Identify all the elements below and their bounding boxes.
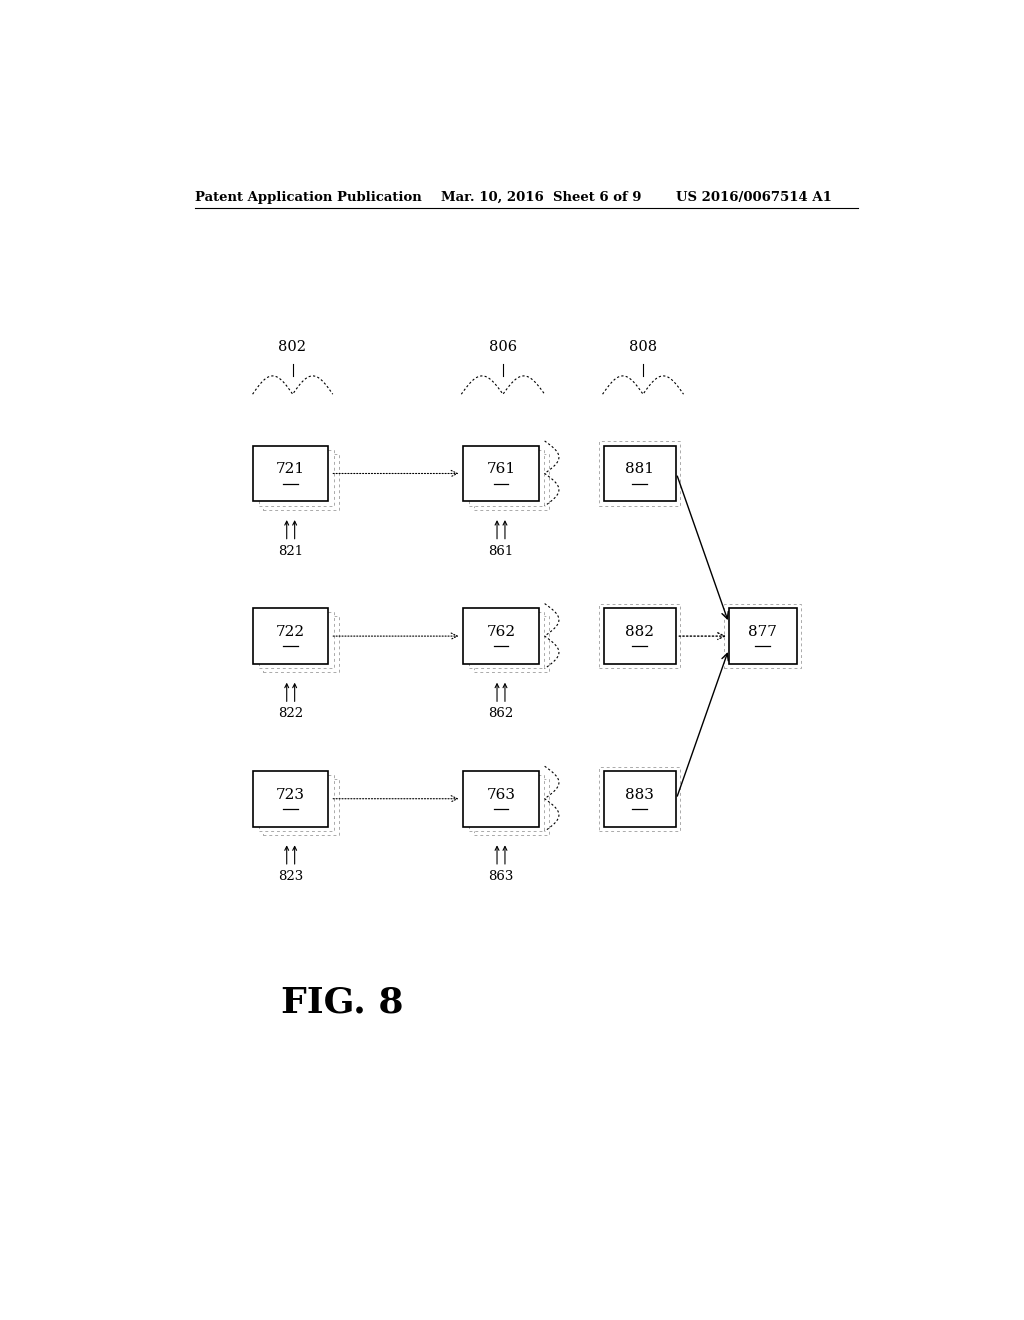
Text: US 2016/0067514 A1: US 2016/0067514 A1 (676, 190, 831, 203)
Text: Mar. 10, 2016  Sheet 6 of 9: Mar. 10, 2016 Sheet 6 of 9 (441, 190, 642, 203)
Text: 722: 722 (276, 626, 305, 639)
Text: 763: 763 (486, 788, 515, 801)
Polygon shape (463, 609, 539, 664)
Text: 881: 881 (626, 462, 654, 477)
Polygon shape (474, 779, 549, 834)
Text: 862: 862 (488, 708, 514, 721)
Polygon shape (469, 612, 544, 668)
Text: FIG. 8: FIG. 8 (281, 985, 403, 1019)
Text: 761: 761 (486, 462, 515, 477)
Text: 762: 762 (486, 626, 515, 639)
Text: 882: 882 (626, 626, 654, 639)
Polygon shape (604, 609, 676, 664)
Polygon shape (253, 609, 329, 664)
Polygon shape (474, 616, 549, 672)
Text: 808: 808 (629, 339, 657, 354)
Text: 822: 822 (279, 708, 303, 721)
Polygon shape (253, 446, 329, 502)
Polygon shape (258, 450, 334, 506)
Polygon shape (258, 612, 334, 668)
Text: 721: 721 (276, 462, 305, 477)
Polygon shape (604, 446, 676, 502)
Polygon shape (463, 771, 539, 826)
Polygon shape (263, 779, 339, 834)
Polygon shape (258, 775, 334, 830)
Text: 823: 823 (279, 870, 303, 883)
Text: 877: 877 (749, 626, 777, 639)
Polygon shape (463, 446, 539, 502)
Text: Patent Application Publication: Patent Application Publication (196, 190, 422, 203)
Polygon shape (469, 450, 544, 506)
Polygon shape (263, 454, 339, 510)
Polygon shape (469, 775, 544, 830)
Text: 863: 863 (488, 870, 514, 883)
Text: 861: 861 (488, 545, 514, 557)
Text: 723: 723 (276, 788, 305, 801)
Polygon shape (263, 616, 339, 672)
Polygon shape (604, 771, 676, 826)
Polygon shape (729, 609, 797, 664)
Text: 802: 802 (279, 339, 306, 354)
Text: 883: 883 (626, 788, 654, 801)
Polygon shape (253, 771, 329, 826)
Polygon shape (474, 454, 549, 510)
Text: 821: 821 (279, 545, 303, 557)
Text: 806: 806 (488, 339, 517, 354)
